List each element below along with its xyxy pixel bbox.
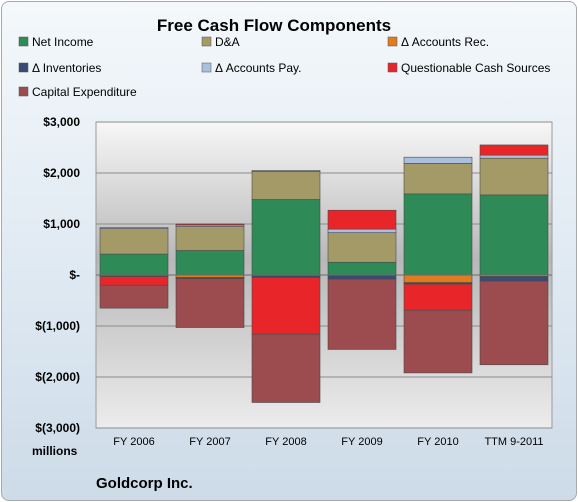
bar-questionable-cash-sources-fy-2007 bbox=[175, 223, 245, 226]
y-axis: $3,000 $2,000 $1,000 $- $(1,000) $(2,000) $(3,… bbox=[35, 115, 80, 435]
legend-label-capital-expenditure: Capital Expenditure bbox=[32, 85, 137, 99]
x-tick-label: FY 2007 bbox=[189, 436, 230, 448]
bar-delta-inventories-ttm-9-2011 bbox=[479, 276, 549, 282]
bar-d-a-fy-2009 bbox=[327, 232, 397, 263]
bar-questionable-cash-sources-fy-2010 bbox=[403, 283, 473, 311]
legend-swatch-net-income bbox=[18, 36, 29, 47]
bar-net-income-fy-2010 bbox=[403, 193, 473, 276]
x-tick-label: FY 2010 bbox=[417, 436, 458, 448]
bar-net-income-fy-2008 bbox=[251, 199, 321, 276]
x-tick-label: TTM 9-2011 bbox=[484, 436, 543, 448]
bar-capital-expenditure-fy-2007 bbox=[175, 278, 245, 328]
bar-d-a-fy-2008 bbox=[251, 171, 321, 200]
bar-net-income-ttm-9-2011 bbox=[479, 194, 549, 276]
bar-net-income-fy-2006 bbox=[99, 253, 169, 276]
legend-label-net-income: Net Income bbox=[32, 35, 94, 49]
bars bbox=[96, 144, 552, 403]
legend-swatch-questionable-cash-sources bbox=[387, 62, 398, 73]
bar-net-income-fy-2007 bbox=[175, 250, 245, 276]
bar-questionable-cash-sources-ttm-9-2011 bbox=[479, 144, 549, 156]
bar-delta-accounts-pay-fy-2010 bbox=[403, 156, 473, 164]
x-tick-label: FY 2006 bbox=[113, 436, 154, 448]
legend-label-delta-accounts-rec: Δ Accounts Rec. bbox=[401, 35, 489, 49]
company-name: Goldcorp Inc. bbox=[96, 475, 193, 492]
y-tick-label: $2,000 bbox=[43, 166, 80, 180]
bar-capital-expenditure-fy-2006 bbox=[99, 284, 169, 309]
y-tick-label: $1,000 bbox=[43, 217, 80, 231]
y-tick-label: $- bbox=[69, 268, 80, 282]
bar-d-a-fy-2010 bbox=[403, 163, 473, 195]
bar-delta-accounts-pay-fy-2008 bbox=[251, 170, 321, 172]
bar-capital-expenditure-fy-2010 bbox=[403, 309, 473, 374]
bar-d-a-ttm-9-2011 bbox=[479, 157, 549, 196]
bar-capital-expenditure-fy-2008 bbox=[251, 333, 321, 403]
x-tick-label: FY 2008 bbox=[265, 436, 306, 448]
bar-questionable-cash-sources-fy-2009 bbox=[327, 209, 397, 230]
bar-delta-accounts-pay-fy-2006 bbox=[99, 227, 169, 229]
legend-swatch-delta-accounts-pay bbox=[201, 62, 212, 73]
legend-swatch-delta-accounts-rec bbox=[387, 36, 398, 47]
legend-label-d-a: D&A bbox=[215, 35, 240, 49]
bar-questionable-cash-sources-fy-2008 bbox=[251, 277, 321, 335]
y-tick-label: $3,000 bbox=[43, 115, 80, 129]
bar-delta-accounts-rec-fy-2010 bbox=[403, 274, 473, 283]
bar-net-income-fy-2009 bbox=[327, 261, 397, 276]
x-tick-label: FY 2009 bbox=[341, 436, 382, 448]
y-tick-label: $(3,000) bbox=[35, 421, 80, 435]
legend-label-delta-inventories: Δ Inventories bbox=[32, 61, 101, 75]
bar-questionable-cash-sources-fy-2006 bbox=[99, 276, 169, 286]
units-label: millions bbox=[32, 444, 78, 458]
bar-d-a-fy-2006 bbox=[99, 228, 169, 255]
chart-title: Free Cash Flow Components bbox=[157, 16, 391, 35]
grid bbox=[96, 121, 552, 429]
bar-delta-accounts-pay-ttm-9-2011 bbox=[479, 154, 549, 159]
bar-d-a-fy-2007 bbox=[175, 226, 245, 251]
x-axis: FY 2006 FY 2007 FY 2008 FY 2009 FY 2010 TTM 9… bbox=[113, 436, 543, 448]
legend-swatch-capital-expenditure bbox=[18, 86, 29, 97]
legend-label-delta-accounts-pay: Δ Accounts Pay. bbox=[215, 61, 302, 75]
bar-capital-expenditure-ttm-9-2011 bbox=[479, 280, 549, 366]
bar-delta-accounts-pay-fy-2009 bbox=[327, 228, 397, 233]
y-tick-label: $(1,000) bbox=[35, 319, 80, 333]
bar-delta-inventories-fy-2009 bbox=[327, 275, 397, 280]
legend-swatch-delta-inventories bbox=[18, 62, 29, 73]
bar-capital-expenditure-fy-2009 bbox=[327, 278, 397, 350]
legend-swatch-d-a bbox=[201, 36, 212, 47]
legend-label-questionable-cash-sources: Questionable Cash Sources bbox=[401, 61, 550, 75]
legend: Net Income D&A Δ Accounts Rec. Δ Inventorie… bbox=[18, 35, 550, 99]
y-tick-label: $(2,000) bbox=[35, 370, 80, 384]
